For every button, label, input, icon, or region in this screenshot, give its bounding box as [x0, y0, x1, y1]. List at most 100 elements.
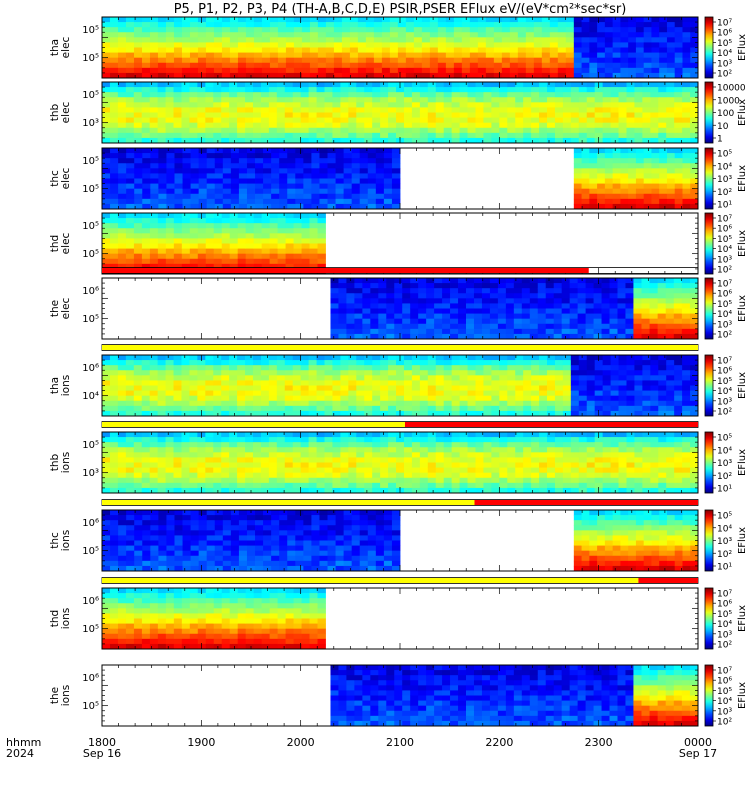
heatmap-cell — [284, 410, 294, 417]
heatmap-cell — [141, 223, 151, 229]
heatmap-cell — [287, 168, 296, 174]
heatmap-cell — [237, 107, 246, 113]
heatmap-cell — [269, 57, 279, 64]
heatmap-cell — [237, 253, 247, 260]
heatmap-cell — [565, 17, 575, 23]
heatmap-cell — [570, 137, 580, 144]
heatmap-cell — [125, 32, 135, 38]
heatmap-cell — [276, 410, 286, 417]
heatmap-cell — [349, 47, 359, 53]
heatmap-cell — [332, 92, 341, 98]
heatmap-cell — [149, 92, 159, 98]
heatmap-cell — [513, 278, 523, 284]
heatmap-cell — [562, 127, 572, 134]
heatmap-cell — [658, 385, 667, 391]
heatmap-cell — [589, 27, 598, 33]
heatmap-cell — [581, 32, 590, 38]
heatmap-cell — [453, 52, 463, 59]
heatmap-cell — [586, 410, 596, 417]
heatmap-cell — [343, 163, 353, 169]
heatmap-cell — [549, 67, 559, 74]
colorbar-tick-label: 10⁴ — [717, 387, 732, 397]
heatmap-cell — [604, 163, 614, 169]
heatmap-cell — [435, 87, 445, 93]
heatmap-cell — [386, 303, 395, 309]
heatmap-cell — [491, 400, 500, 407]
heatmap-cell — [189, 17, 199, 23]
heatmap-cell — [609, 283, 618, 289]
heatmap-cell — [443, 137, 453, 144]
heatmap-cell — [149, 52, 159, 59]
heatmap-cell — [585, 303, 594, 309]
heatmap-cell — [356, 370, 365, 376]
heatmap-cell — [157, 92, 166, 98]
heatmap-cell — [539, 87, 548, 93]
heatmap-cell — [554, 365, 564, 371]
heatmap-cell — [586, 82, 596, 88]
heatmap-cell — [229, 355, 238, 361]
heatmap-cell — [324, 112, 333, 118]
heatmap-cell — [682, 127, 691, 134]
heatmap-cell — [221, 405, 230, 412]
heatmap-cell — [396, 375, 405, 381]
heatmap-cell — [348, 97, 357, 103]
heatmap-cell — [133, 62, 143, 69]
heatmap-cell — [221, 248, 231, 255]
heatmap-cell — [300, 132, 310, 139]
heatmap-cell — [586, 122, 596, 129]
heatmap-cell — [391, 203, 401, 210]
heatmap-cell — [419, 82, 429, 88]
heatmap-cell — [181, 122, 190, 129]
heatmap-cell — [557, 72, 567, 79]
heatmap-cell — [149, 218, 159, 224]
heatmap-cell — [458, 288, 467, 294]
heatmap-cell — [458, 333, 467, 340]
heatmap-cell — [634, 117, 643, 124]
heatmap-cell — [285, 243, 294, 249]
heatmap-cell — [681, 323, 691, 330]
heatmap-cell — [117, 375, 127, 381]
heatmap-cell — [133, 253, 143, 260]
heatmap-cell — [165, 213, 175, 219]
heatmap-cell — [531, 107, 540, 113]
heatmap-cell — [659, 193, 668, 200]
heatmap-cell — [206, 153, 216, 159]
heatmap-cell — [197, 380, 206, 386]
heatmap-cell — [317, 218, 326, 224]
heatmap-cell — [689, 288, 699, 294]
heatmap-cell — [333, 67, 343, 74]
heatmap-cell — [284, 92, 294, 98]
heatmap-cell — [569, 323, 579, 330]
heatmap-cell — [434, 278, 443, 284]
heatmap-cell — [206, 188, 216, 195]
heatmap-cell — [133, 263, 143, 270]
heatmap-cell — [427, 355, 437, 361]
heatmap-cell — [102, 437, 111, 443]
heatmap-cell — [570, 385, 580, 391]
heatmap-cell — [435, 102, 445, 108]
heatmap-cell — [109, 375, 119, 381]
heatmap-cell — [473, 278, 483, 284]
heatmap-cell — [674, 97, 683, 103]
heatmap-cell — [260, 137, 270, 144]
heatmap-cell — [635, 22, 645, 28]
heatmap-cell — [117, 42, 127, 48]
heatmap-cell — [354, 298, 363, 304]
heatmap-cell — [189, 127, 198, 134]
heatmap-cell — [317, 213, 326, 219]
heatmap-cell — [221, 92, 230, 98]
heatmap-cell — [682, 365, 691, 371]
heatmap-cell — [581, 148, 590, 154]
heatmap-cell — [268, 400, 278, 407]
heatmap-cell — [626, 375, 635, 381]
heatmap-cell — [549, 52, 559, 59]
heatmap-cell — [221, 87, 230, 93]
heatmap-cell — [604, 203, 614, 210]
heatmap-cell — [238, 148, 248, 154]
heatmap-cell — [213, 42, 223, 48]
heatmap-cell — [477, 62, 487, 69]
heatmap-cell — [650, 390, 659, 397]
heatmap-cell — [641, 328, 650, 335]
heatmap-cell — [594, 127, 604, 134]
heatmap-cell — [467, 117, 476, 124]
